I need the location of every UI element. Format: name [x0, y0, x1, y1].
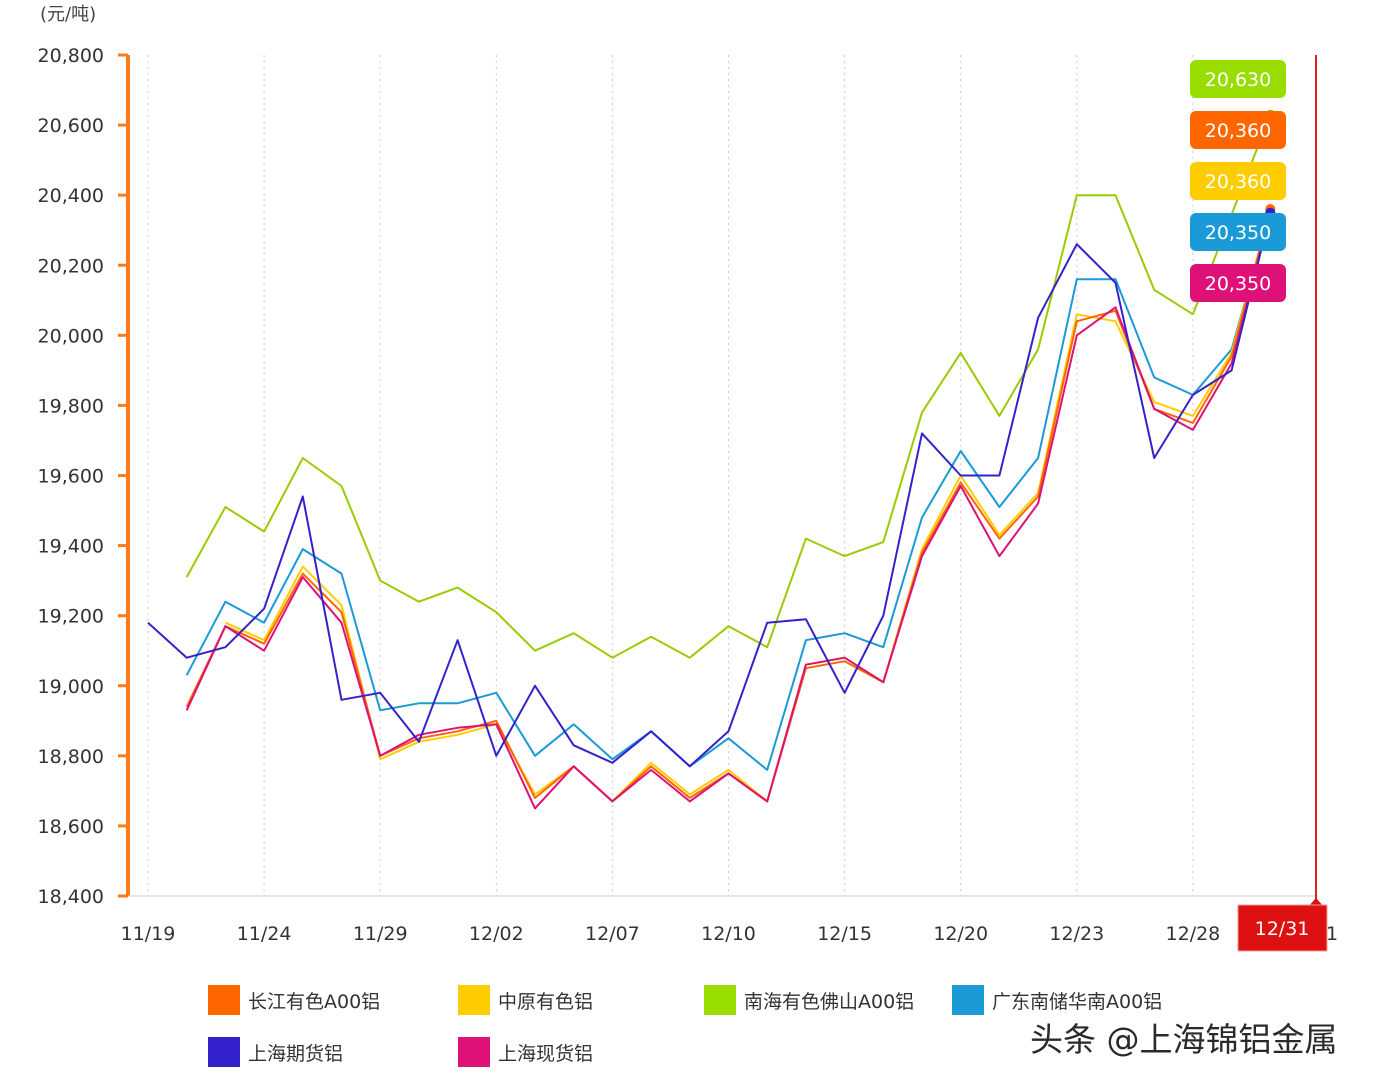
legend-swatch: [458, 985, 490, 1015]
series-lines: [147, 109, 1276, 810]
legend-swatch: [208, 985, 240, 1015]
value-label-box: [1190, 162, 1286, 200]
legend-item-nanhai[interactable]: 南海有色佛山A00铝: [704, 985, 914, 1015]
series-line: [147, 212, 1272, 768]
legend-swatch: [458, 1037, 490, 1067]
legend-item-zhongyuan[interactable]: 中原有色铝: [458, 985, 593, 1015]
value-label-text: 20,630: [1205, 69, 1271, 91]
y-tick-label: 18,800: [38, 746, 104, 768]
current-date-label: 12/31: [1255, 918, 1310, 940]
legend-label: 南海有色佛山A00铝: [744, 990, 915, 1013]
value-label-box: [1190, 60, 1286, 98]
legend-label: 上海期货铝: [248, 1042, 344, 1065]
value-label-box: [1190, 213, 1286, 251]
x-tick-label: 1: [1326, 923, 1338, 945]
legend-label: 长江有色A00铝: [248, 990, 381, 1013]
y-tick-label: 19,400: [38, 536, 104, 558]
x-tick-label: 11/19: [121, 923, 176, 945]
legend-label: 上海现货铝: [498, 1042, 594, 1065]
series-line: [185, 212, 1272, 771]
y-tick-label: 20,200: [38, 255, 104, 277]
legend-item-shanghai-spot[interactable]: 上海现货铝: [458, 1037, 593, 1067]
legend-swatch: [952, 985, 984, 1015]
y-tick-label: 19,000: [38, 676, 104, 698]
y-tick-label: 20,400: [38, 185, 104, 207]
x-tick-label: 12/15: [817, 923, 872, 945]
y-unit-label: (元/吨): [40, 4, 96, 25]
x-tick-label: 12/10: [701, 923, 756, 945]
watermark-text: 头条 @上海锦铝金属: [1030, 1020, 1338, 1059]
legend-label: 中原有色铝: [498, 990, 594, 1013]
value-label-text: 20,350: [1205, 222, 1271, 244]
value-label-text: 20,360: [1205, 120, 1271, 142]
y-tick-label: 18,400: [38, 886, 104, 908]
current-date-box: [1237, 904, 1328, 952]
legend-item-guangdong[interactable]: 广东南储华南A00铝: [952, 985, 1162, 1015]
y-tick-label: 19,200: [38, 606, 104, 628]
x-tick-label: 12/07: [585, 923, 640, 945]
y-tick-label: 20,000: [38, 325, 104, 347]
value-label-box: [1190, 111, 1286, 149]
series-line: [185, 194, 1194, 659]
y-tick-label: 19,600: [38, 466, 104, 488]
series-line: [185, 212, 1272, 810]
legend-label: 广东南储华南A00铝: [992, 990, 1163, 1013]
x-tick-label: 11/29: [353, 923, 408, 945]
y-tick-label: 20,800: [38, 45, 104, 67]
x-tick-label: 12/28: [1166, 923, 1221, 945]
x-tick-label: 12/02: [469, 923, 524, 945]
value-label-box: [1190, 264, 1286, 302]
value-labels: 20,630 20,360 20,360 20,350 20,350: [1190, 60, 1286, 302]
legend-swatch: [208, 1037, 240, 1067]
value-label-text: 20,360: [1205, 171, 1271, 193]
legend-item-changjiang[interactable]: 长江有色A00铝: [208, 985, 380, 1015]
legend-swatch: [704, 985, 736, 1015]
grid-lines: [147, 55, 1194, 896]
x-tick-label: 11/24: [237, 923, 292, 945]
series-line: [224, 208, 1272, 803]
y-tick-label: 19,800: [38, 395, 104, 417]
y-tick-label: 20,600: [38, 115, 104, 137]
value-label-text: 20,350: [1205, 273, 1271, 295]
x-tick-label: 12/20: [933, 923, 988, 945]
x-tick-label: 12/23: [1049, 923, 1104, 945]
axes: (元/吨) 18,400 18,600 18,800 19,000 19,200 19,40…: [38, 4, 1338, 952]
y-tick-label: 18,600: [38, 816, 104, 838]
legend-item-shfe[interactable]: 上海期货铝: [208, 1037, 343, 1067]
